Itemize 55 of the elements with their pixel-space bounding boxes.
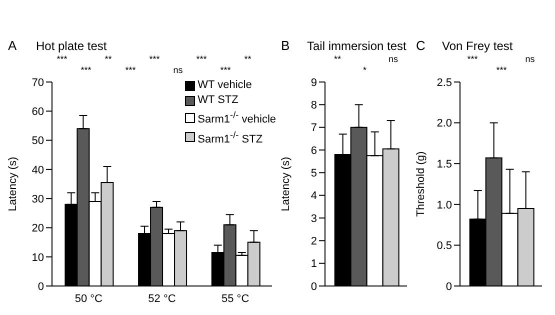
y-tick-label: 1.0 [436,199,452,212]
y-tick-label: 0 [38,280,44,293]
y-tick-label: 0 [446,280,452,293]
legend-label: WT STZ [198,93,238,108]
y-tick-label: 50 [32,135,44,148]
y-tick-label: 40 [32,164,44,176]
y-tick-label: 8 [310,100,317,112]
y-tick-label: 20 [32,222,44,235]
y-tick-label: 6 [310,144,317,157]
y-tick-label: 0.5 [436,240,452,252]
text: *** [149,54,160,65]
text: ns [388,54,398,65]
y-tick-label: 10 [32,252,44,264]
y-tick-label: 9 [310,76,317,89]
x-tick-label: 52 °C [148,292,176,305]
text: A [8,38,18,53]
y-tick-label: 60 [32,106,44,118]
text: *** [56,54,68,65]
legend-label: Sarm1$^{-/-}$ STZ [198,128,263,148]
text: *** [80,65,92,76]
legend-label: Sarm1$^{-/-}$ vehicle [198,109,276,128]
text: ** [334,54,341,65]
chart-title: Hot plate test [35,39,108,53]
x-tick-label: 55 °C [222,292,250,305]
y-axis-title: Latency (s) [6,156,19,212]
text: *** [220,65,231,76]
text: *** [125,65,136,76]
y-tick-label: 1.5 [436,158,452,171]
chart-title: Tail immersion test [306,39,408,53]
y-axis-title: Threshold (g) [414,151,427,217]
y-tick-label: 5 [310,168,317,180]
y-tick-label: 30 [32,193,44,206]
text: ns [173,65,183,76]
text: *** [467,54,478,65]
y-tick-label: 0 [310,280,317,293]
y-tick-label: 3 [310,212,317,225]
y-tick-label: 1 [310,258,317,270]
text: ns [525,54,535,65]
y-tick-label: 2 [310,236,317,248]
text: B [281,38,291,53]
text: ** [104,54,112,65]
text: * [362,65,366,76]
x-tick-label: 50 °C [74,292,103,305]
y-axis-title: Latency (s) [280,156,292,212]
text: C [416,38,426,53]
legend-label: WT vehicle [198,78,252,93]
chart-title: Von Frey test [441,39,514,53]
text: *** [496,65,507,76]
y-tick-label: 4 [310,190,317,202]
y-tick-label: 7 [310,122,317,134]
y-tick-label: 70 [32,76,44,89]
text: ** [244,54,252,65]
y-tick-label: 2.5 [436,76,452,89]
y-tick-label: 2.0 [436,118,452,130]
text: *** [196,54,207,65]
